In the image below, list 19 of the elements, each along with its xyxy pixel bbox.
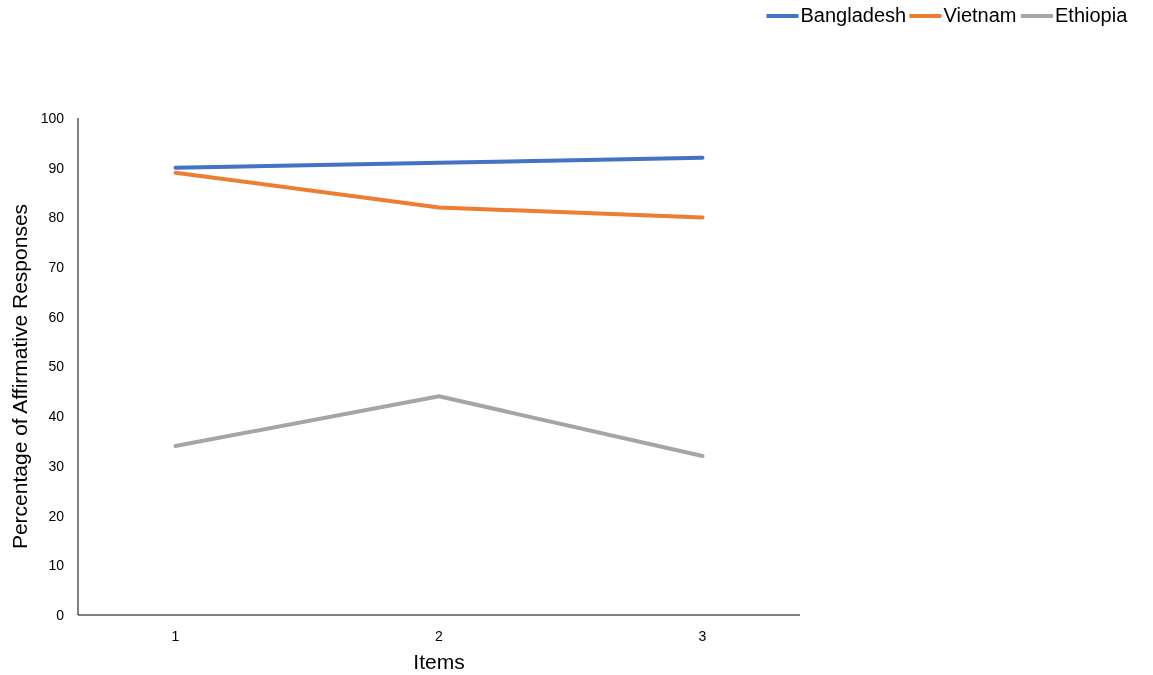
y-tick-label: 100 xyxy=(40,109,65,126)
y-tick-label: 40 xyxy=(48,408,65,425)
y-tick-label: 30 xyxy=(48,457,65,474)
legend-label: Vietnam xyxy=(943,4,1017,26)
y-tick-label: 10 xyxy=(48,557,65,574)
y-tick-label: 50 xyxy=(48,358,65,375)
legend-label: Bangladesh xyxy=(800,4,907,26)
legend-label: Ethiopia xyxy=(1055,4,1129,26)
y-axis-title: Percentage of Affirmative Responses xyxy=(8,203,31,550)
y-tick-label: 0 xyxy=(56,606,65,623)
y-tick-label: 80 xyxy=(48,209,65,226)
x-tick-label: 2 xyxy=(435,628,444,644)
y-tick-label: 60 xyxy=(48,308,65,325)
x-tick-label: 3 xyxy=(698,628,707,644)
x-tick-label: 1 xyxy=(171,628,180,644)
y-tick-label: 20 xyxy=(48,507,65,524)
y-tick-label: 90 xyxy=(48,159,65,176)
y-tick-label: 70 xyxy=(48,259,65,275)
x-axis-title: Items xyxy=(413,650,465,673)
